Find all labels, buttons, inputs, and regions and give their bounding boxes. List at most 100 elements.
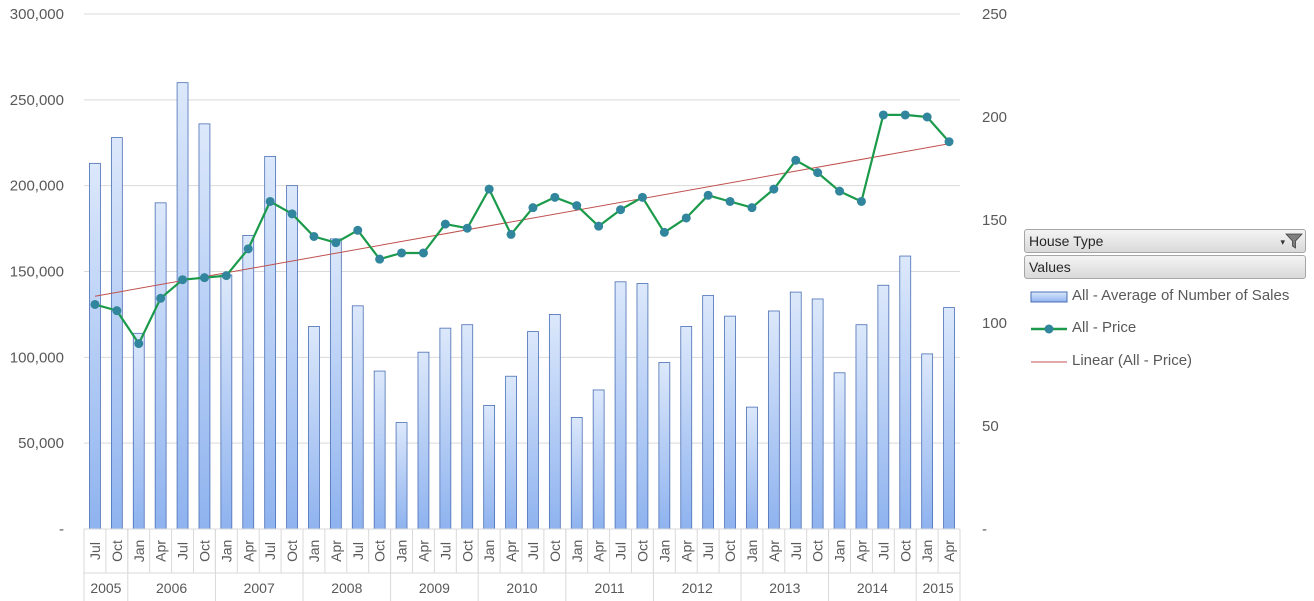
x-axis-category-label: Jul — [788, 542, 804, 560]
y-axis-right-tick-label: 50 — [982, 418, 999, 435]
price-marker — [616, 205, 626, 215]
x-axis-category-label: Apr — [415, 540, 431, 562]
price-marker — [659, 227, 669, 237]
price-marker — [725, 196, 735, 206]
x-axis-category-label: Oct — [634, 540, 650, 562]
price-marker — [462, 223, 472, 233]
legend-line-marker-swatch — [1031, 324, 1067, 334]
price-marker — [769, 184, 779, 194]
x-axis-year-label: 2010 — [506, 580, 537, 596]
dropdown-arrow-icon[interactable]: ▾ — [1280, 237, 1285, 247]
legend-label-price: All - Price — [1072, 319, 1137, 336]
legend-trend-swatch — [1031, 361, 1067, 363]
x-axis-category-label: Jan — [656, 540, 672, 563]
x-axis-year-label: 2015 — [923, 580, 954, 596]
price-marker — [791, 155, 801, 165]
price-marker — [397, 248, 407, 258]
bar — [110, 137, 123, 530]
x-axis-category-label: Oct — [547, 540, 563, 562]
x-axis-category-label: Oct — [372, 540, 388, 562]
x-axis-category-label: Oct — [284, 540, 300, 562]
x-axis-category-label: Apr — [678, 540, 694, 562]
y-axis-right-tick-label: 100 — [982, 315, 1007, 332]
x-axis-category-label: Jul — [525, 542, 541, 560]
x-axis-category-label: Jul — [175, 542, 191, 560]
y-axis-right-tick-label: - — [982, 521, 987, 538]
x-axis-category-label: Jul — [437, 542, 453, 560]
x-axis-category-label: Oct — [722, 540, 738, 562]
bar — [461, 324, 474, 530]
x-axis-category-label: Jan — [481, 540, 497, 563]
price-marker — [813, 168, 823, 178]
values-field-button[interactable]: Values — [1024, 255, 1306, 279]
x-axis-category-label: Jan — [394, 540, 410, 563]
price-marker — [572, 201, 582, 211]
x-axis-year-label: 2014 — [857, 580, 888, 596]
price-marker — [856, 196, 866, 206]
gridlines — [84, 13, 960, 444]
x-axis-category-label: Apr — [941, 540, 957, 562]
bar — [395, 422, 408, 530]
y-axis-left-tick-label: 100,000 — [10, 349, 64, 366]
price-marker — [178, 275, 188, 285]
bar — [680, 326, 693, 530]
x-axis-year-label: 2012 — [682, 580, 713, 596]
x-axis-year-label: 2008 — [331, 580, 362, 596]
x-axis-category-label: Jan — [131, 540, 147, 563]
bar — [570, 417, 583, 530]
y-axis-right-tick-label: 150 — [982, 212, 1007, 229]
x-axis-category-label: Apr — [591, 540, 607, 562]
bar — [439, 327, 452, 530]
price-marker — [835, 186, 845, 196]
x-axis-category-label: Apr — [503, 540, 519, 562]
x-axis-category-label: Apr — [766, 540, 782, 562]
x-axis-year-label: 2011 — [595, 580, 625, 596]
price-marker — [221, 271, 231, 281]
bar — [921, 353, 934, 530]
price-marker — [900, 110, 910, 120]
price-marker — [637, 192, 647, 202]
price-marker — [375, 254, 385, 264]
x-axis-category-label: Apr — [240, 540, 256, 562]
x-axis-category-label: Oct — [810, 540, 826, 562]
x-axis-year-label: 2009 — [419, 580, 450, 596]
house-type-label: House Type — [1029, 233, 1104, 249]
price-marker — [681, 213, 691, 223]
y-axis-left-tick-label: 50,000 — [18, 435, 64, 452]
price-marker — [112, 306, 122, 316]
price-marker — [265, 196, 275, 206]
x-axis-category-label: Oct — [196, 540, 212, 562]
bar — [548, 314, 561, 530]
house-type-field-button[interactable]: House Type ▾ — [1024, 229, 1306, 253]
bar — [592, 389, 605, 530]
bar — [877, 284, 890, 530]
bar — [176, 82, 189, 530]
bar — [329, 238, 342, 530]
bar — [264, 156, 277, 530]
values-label: Values — [1029, 259, 1071, 275]
price-marker — [506, 229, 516, 239]
bar — [527, 331, 539, 530]
x-axis-category-label: Oct — [897, 540, 913, 562]
bar — [132, 332, 145, 530]
bar — [789, 291, 802, 530]
bar-series — [89, 82, 955, 530]
bar — [154, 202, 167, 530]
bar — [308, 326, 320, 530]
filter-icon[interactable] — [1285, 233, 1303, 249]
price-marker — [418, 248, 428, 258]
price-marker — [922, 112, 932, 122]
price-line-series — [90, 110, 954, 349]
price-marker — [134, 339, 144, 349]
y-axis-left-tick-label: - — [59, 521, 64, 538]
bar — [833, 372, 846, 530]
x-axis-category-label: Apr — [153, 540, 169, 562]
price-marker — [331, 238, 341, 248]
price-marker — [484, 184, 494, 194]
price-marker — [440, 219, 450, 229]
x-axis-category-label: Jan — [306, 540, 322, 563]
bar — [351, 305, 364, 530]
x-axis-category-label: Jan — [569, 540, 585, 563]
bar — [746, 406, 758, 530]
price-marker — [309, 231, 319, 241]
